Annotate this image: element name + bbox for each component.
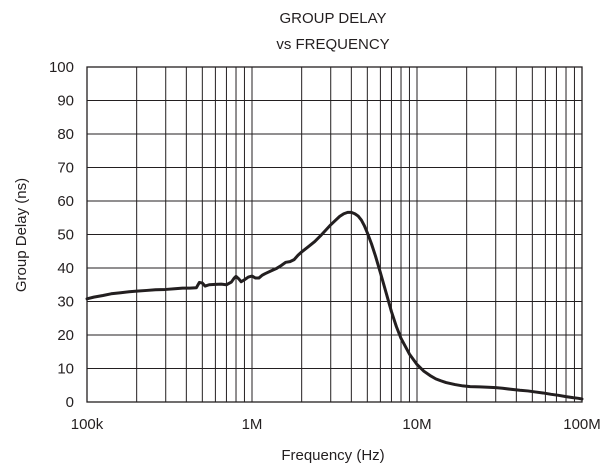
y-tick-label: 60 [57,193,74,210]
y-tick-label: 30 [57,294,74,311]
y-tick-label: 70 [57,160,74,177]
x-tick-labels: 100k 1M 10M 100M [71,416,601,433]
y-axis-label: Group Delay (ns) [13,178,30,292]
chart-title-line-1: GROUP DELAY [280,10,387,27]
x-tick-label: 100M [563,416,601,433]
x-axis-label: Frequency (Hz) [281,447,384,464]
y-tick-label: 80 [57,126,74,143]
group-delay-series-line [85,210,584,401]
y-tick-label: 20 [57,327,74,344]
y-tick-label: 0 [66,394,74,411]
y-tick-label: 10 [57,361,74,378]
y-tick-labels: 0 10 20 30 40 50 60 70 80 90 100 [49,59,74,411]
y-tick-label: 90 [57,93,74,110]
y-tick-label: 40 [57,260,74,277]
grid [86,66,582,403]
y-tick-label: 100 [49,59,74,76]
x-tick-label: 1M [242,416,263,433]
x-tick-label: 100k [71,416,104,433]
plot-frame [86,66,583,403]
x-tick-label: 10M [402,416,431,433]
y-tick-label: 50 [57,227,74,244]
chart-title-line-2: vs FREQUENCY [276,36,389,53]
